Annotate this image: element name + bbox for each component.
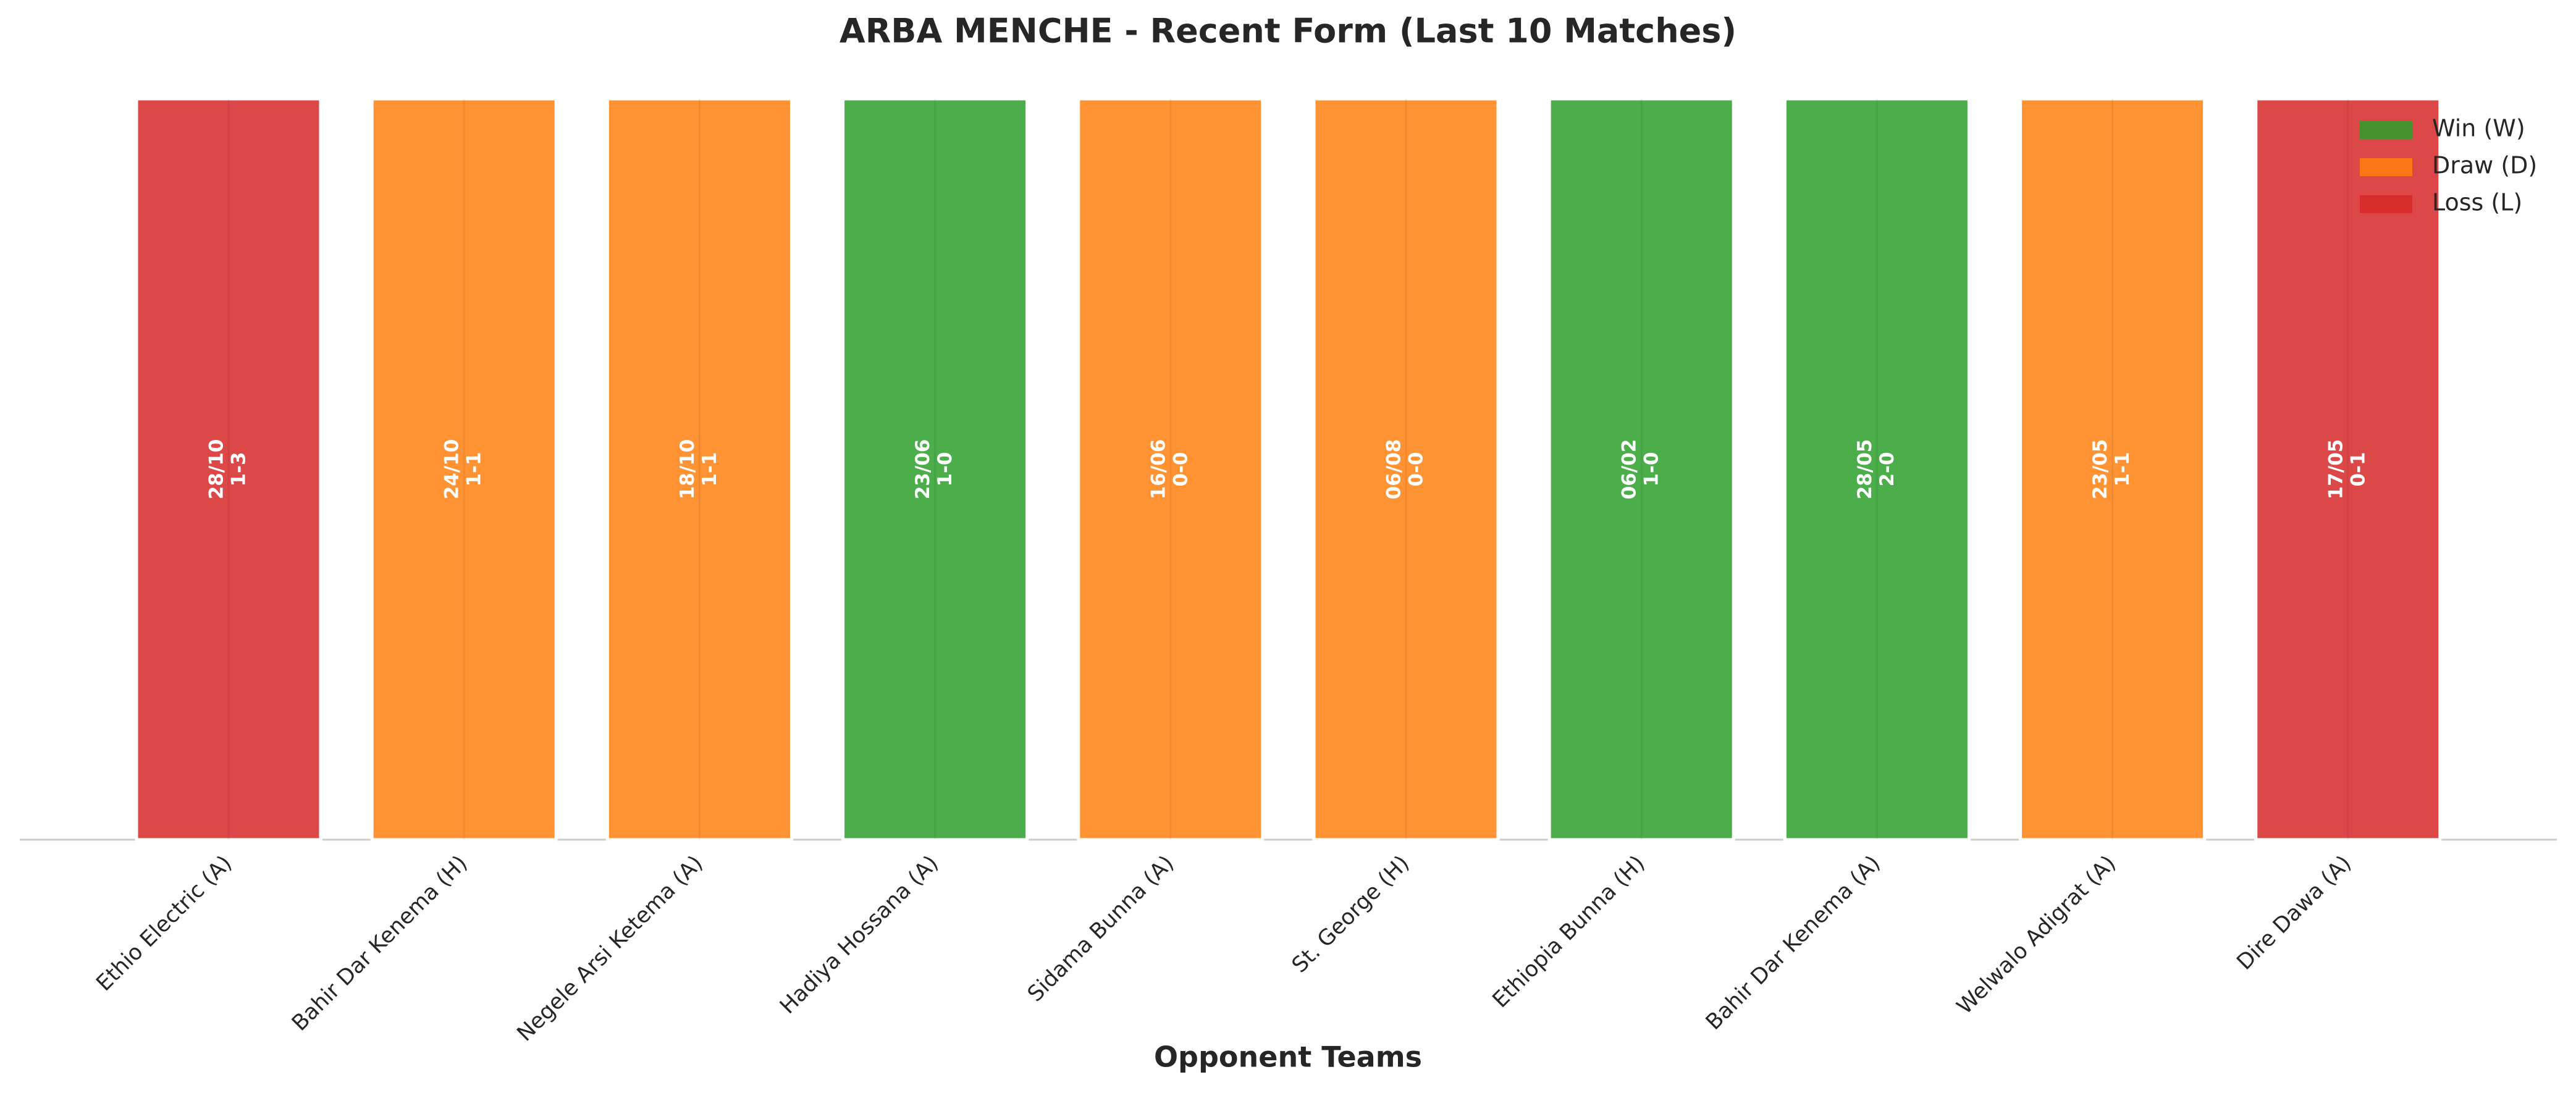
- match-score: 1-0: [1641, 452, 1663, 486]
- legend-swatch: [2360, 158, 2412, 176]
- bar: [841, 97, 1029, 842]
- match-date: 28/05: [1854, 439, 1876, 500]
- bar: [2019, 97, 2207, 842]
- match-score: 1-1: [699, 452, 721, 486]
- match-date: 17/05: [2325, 439, 2347, 500]
- match-date: 06/08: [1383, 439, 1405, 500]
- chart-title: ARBA MENCHE - Recent Form (Last 10 Match…: [840, 12, 1736, 51]
- bar-label: 24/10 1-1: [441, 439, 486, 500]
- bar-label: 17/05 0-1: [2325, 439, 2369, 500]
- match-date: 18/10: [676, 439, 699, 500]
- match-score: 2-0: [1876, 452, 1898, 486]
- bar-label: 18/10 1-1: [676, 439, 721, 500]
- bar: [370, 97, 558, 842]
- match-score: 1-1: [463, 452, 486, 486]
- match-score: 0-0: [1169, 452, 1192, 486]
- bar-label: 06/02 1-0: [1618, 439, 1663, 500]
- bar: [1547, 97, 1735, 842]
- legend-swatch: [2360, 121, 2412, 139]
- legend-swatch: [2360, 195, 2412, 213]
- legend-label: Loss (L): [2432, 189, 2522, 216]
- bar: [1783, 97, 1971, 842]
- legend-label: Win (W): [2432, 115, 2525, 142]
- bar: [605, 97, 793, 842]
- bar-label: 28/10 1-3: [206, 439, 250, 500]
- x-axis-label: Opponent Teams: [1154, 1040, 1422, 1074]
- legend-label: Draw (D): [2432, 152, 2537, 179]
- match-score: 0-0: [1405, 452, 1428, 486]
- match-score: 1-1: [2111, 452, 2134, 486]
- match-score: 1-3: [228, 452, 250, 486]
- match-date: 16/06: [1147, 439, 1169, 500]
- match-score: 1-0: [934, 452, 956, 486]
- match-date: 23/05: [2089, 439, 2111, 500]
- match-date: 23/06: [912, 439, 934, 500]
- match-score: 0-1: [2347, 452, 2369, 486]
- match-date: 06/02: [1618, 439, 1641, 500]
- bar: [1077, 97, 1265, 842]
- bar: [2254, 97, 2442, 842]
- bar-label: 16/06 0-0: [1147, 439, 1192, 500]
- bar-label: 23/06 1-0: [912, 439, 956, 500]
- bar-label: 23/05 1-1: [2089, 439, 2134, 500]
- bar: [1312, 97, 1500, 842]
- bar-label: 28/05 2-0: [1854, 439, 1898, 500]
- match-date: 24/10: [441, 439, 463, 500]
- bar: [135, 97, 322, 842]
- bar-label: 06/08 0-0: [1383, 439, 1428, 500]
- match-date: 28/10: [206, 439, 228, 500]
